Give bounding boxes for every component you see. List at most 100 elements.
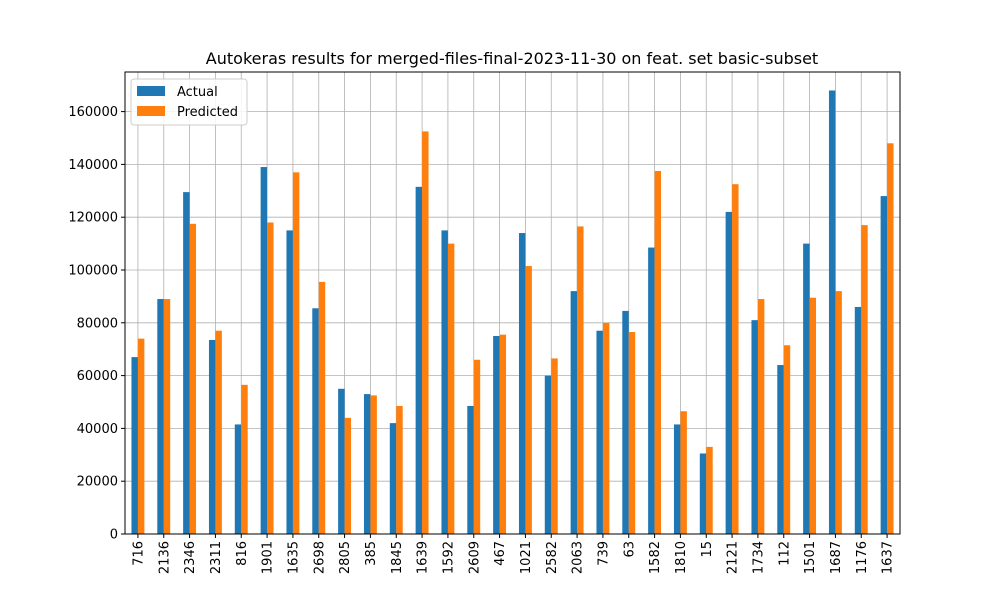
bar-actual [286,230,293,534]
x-tick-label: 1845 [390,541,405,574]
x-tick-label: 739 [596,541,611,566]
bar-predicted [241,384,248,534]
bar-actual [467,405,474,534]
bar-actual [751,320,758,534]
x-tick-label: 2063 [571,541,586,574]
bar-actual [570,291,578,534]
x-tick-label: 1176 [855,541,870,574]
x-tick-label: 1021 [519,541,534,574]
bar-predicted [680,411,687,534]
bar-predicted [783,345,791,534]
x-tick-label: 2136 [157,541,172,574]
x-tick-label: 467 [493,541,508,566]
bar-predicted [344,417,352,534]
legend-swatch-predicted [137,106,165,116]
bar-predicted [499,334,507,534]
x-tick-label: 63 [622,541,637,558]
bar-actual [157,299,164,534]
bar-predicted [887,143,894,534]
x-tick-label: 1635 [286,541,301,574]
bar-actual [312,308,319,534]
y-tick-label: 160000 [68,105,118,120]
x-tick-label: 1637 [881,541,896,574]
bar-actual [363,394,371,534]
bar-actual [208,339,216,534]
y-tick-label: 80000 [77,316,118,331]
bar-actual [880,196,888,534]
bar-predicted [732,184,739,534]
x-tick-label: 1901 [261,541,276,574]
bar-actual [673,424,681,534]
bar-actual [828,90,836,534]
y-tick-label: 100000 [68,264,118,279]
bar-actual [389,423,397,534]
bars-group [131,90,894,535]
bar-actual [338,388,345,534]
bar-actual [622,310,629,534]
x-tick-label: 2121 [726,541,741,574]
y-tick-label: 140000 [68,158,118,173]
x-tick-label: 816 [235,541,250,566]
x-tick-label: 1639 [416,541,431,574]
x-tick-label: 1810 [674,541,689,574]
chart-title: Autokeras results for merged-files-final… [206,49,818,68]
bar-predicted [396,405,403,534]
x-tick-label: 2698 [312,541,327,574]
bar-actual [803,243,810,534]
bar-predicted [163,299,171,534]
bar-actual [441,230,448,534]
bar-predicted [809,297,817,534]
legend-label-predicted: Predicted [177,105,238,120]
bar-actual [493,336,500,534]
bar-actual [854,306,862,534]
bar-predicted [267,222,274,535]
bar-actual [518,233,526,535]
bar-actual [699,453,707,534]
bar-predicted [318,281,326,534]
y-tick-label: 40000 [77,422,118,437]
x-tick-label: 1592 [441,541,456,574]
x-tick-label: 2311 [209,541,224,574]
bar-predicted [757,299,765,534]
x-tick-label: 716 [131,541,146,566]
y-tick-label: 20000 [77,475,118,490]
x-tick-label: 1734 [751,541,766,574]
bar-predicted [292,172,300,534]
bar-actual [260,167,268,535]
bar-predicted [525,266,532,534]
y-tick-label: 0 [110,528,118,543]
bar-actual [777,365,784,534]
x-tick-label: 15 [700,541,715,558]
bar-actual [648,247,655,534]
bar-predicted [137,338,145,534]
bar-actual [725,211,733,535]
plot-frame [124,71,901,535]
legend: Actual Predicted [130,78,248,126]
bar-actual [131,357,138,534]
bar-predicted [447,243,455,534]
bar-predicted [706,446,713,534]
bar-predicted [628,332,636,534]
x-tick-label: 2609 [467,541,482,574]
y-axis: 0 20000 40000 60000 80000 100000 120000 140000 1… [68,105,125,543]
y-tick-label: 120000 [68,211,118,226]
y-tick-label: 60000 [77,369,118,384]
x-tick-label: 1501 [803,541,818,574]
x-tick-label: 385 [364,541,379,566]
bar-predicted [577,226,584,534]
bar-predicted [835,291,842,534]
bar-predicted [422,131,429,534]
x-tick-label: 1582 [648,541,663,574]
x-tick-label: 2346 [183,541,198,574]
x-tick-label: 112 [777,541,792,566]
bar-actual [596,330,603,534]
bar-predicted [370,395,377,534]
legend-swatch-actual [137,86,165,96]
bar-actual [183,192,190,534]
bar-predicted [215,330,222,534]
bar-predicted [654,171,662,534]
bar-actual [234,424,242,534]
bar-predicted [861,225,868,534]
bar-predicted [189,223,197,535]
